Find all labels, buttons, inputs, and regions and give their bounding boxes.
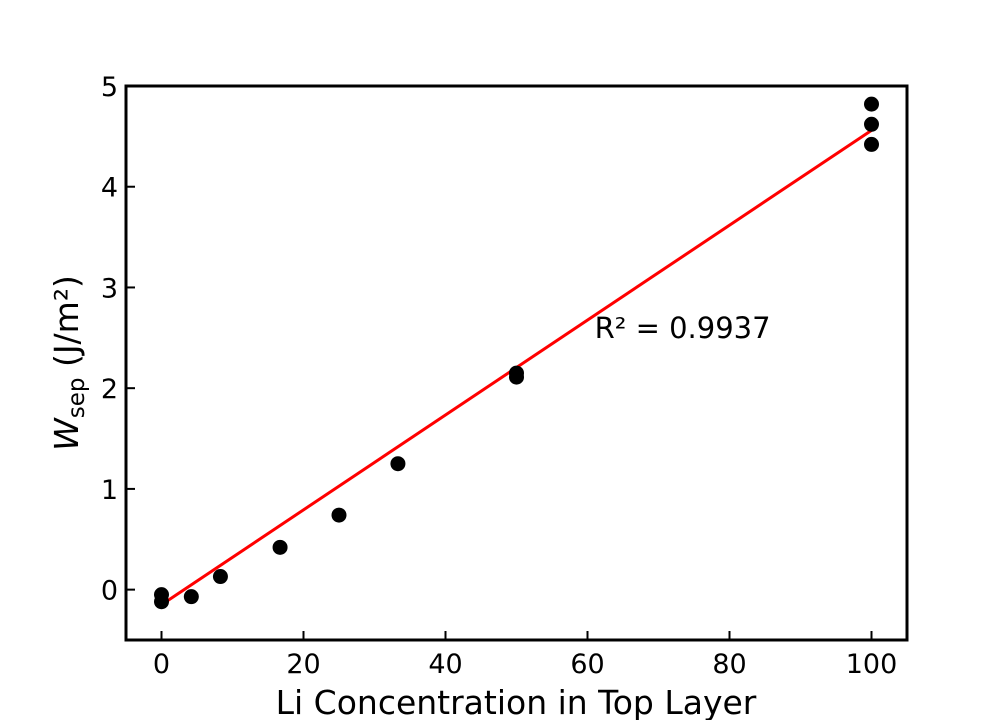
x-tick-label-40: 40 xyxy=(428,649,462,680)
data-point-8 xyxy=(509,365,524,381)
data-point-3 xyxy=(212,569,228,585)
data-point-5 xyxy=(331,507,347,523)
x-tick-label-80: 80 xyxy=(712,649,746,680)
y-tick-label-5: 5 xyxy=(101,72,118,103)
x-tick-label-100: 100 xyxy=(846,649,898,680)
plot-frame xyxy=(124,84,909,642)
x-axis-ticks: 0 20 40 60 80 100 xyxy=(153,631,897,680)
x-tick-label-60: 60 xyxy=(570,649,604,680)
data-points xyxy=(154,96,879,610)
data-point-10 xyxy=(864,116,879,132)
y-tick-label-3: 3 xyxy=(101,273,118,304)
y-tick-label-1: 1 xyxy=(101,475,118,506)
y-axis-title-subscript: sep xyxy=(64,378,90,419)
y-tick-label-0: 0 xyxy=(101,576,118,607)
data-point-1 xyxy=(154,594,169,610)
data-point-2 xyxy=(183,589,199,605)
y-axis-title-main: W xyxy=(47,417,86,451)
y-axis-title: Wsep (J/m²) xyxy=(47,275,90,451)
y-axis-ticks: 0 1 2 3 4 5 xyxy=(101,72,135,607)
data-point-11 xyxy=(864,96,879,112)
x-axis-title: Li Concentration in Top Layer xyxy=(276,683,757,720)
r-squared-annotation: R² = 0.9937 xyxy=(595,311,771,345)
y-tick-label-2: 2 xyxy=(101,374,118,405)
data-point-6 xyxy=(390,456,406,472)
y-axis-title-unit: (J/m²) xyxy=(47,275,86,377)
x-tick-label-20: 20 xyxy=(286,649,320,680)
data-point-4 xyxy=(272,539,288,555)
data-point-9 xyxy=(864,136,879,152)
x-tick-label-0: 0 xyxy=(153,649,170,680)
y-tick-label-4: 4 xyxy=(101,173,118,204)
